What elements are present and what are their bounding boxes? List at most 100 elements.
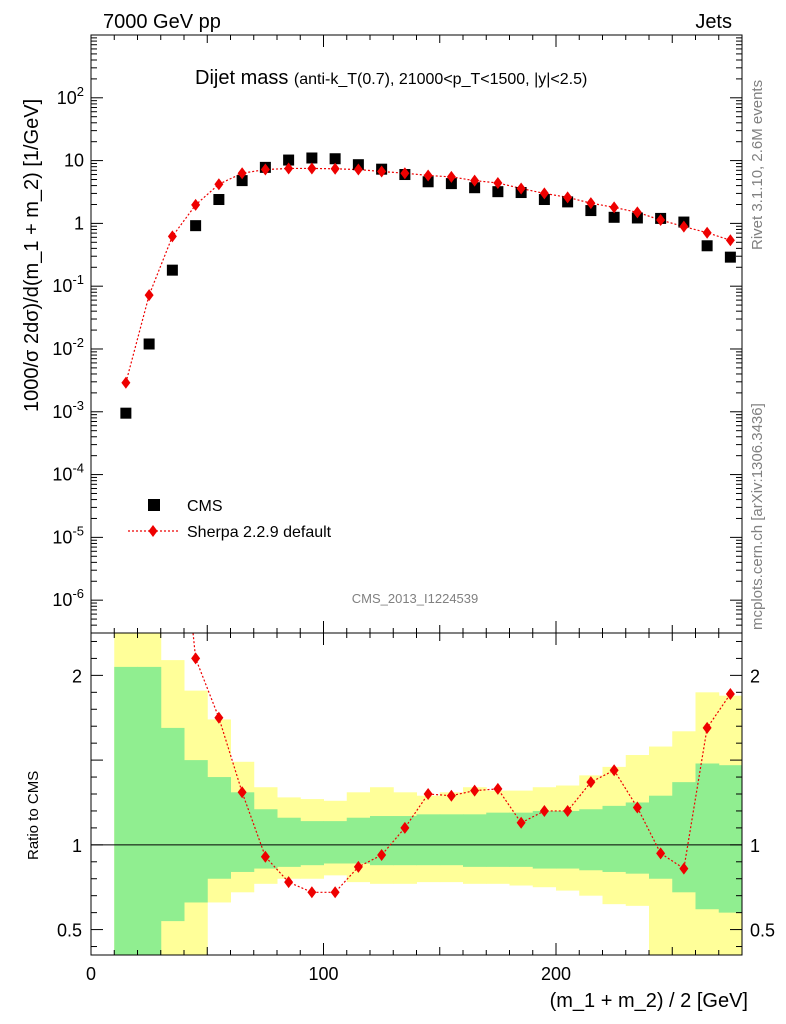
sherpa-ratio-point (446, 789, 456, 802)
inner-band-bin (463, 814, 487, 867)
cms-point (213, 194, 225, 206)
sherpa-point (260, 163, 270, 176)
y-tick-base: 10 (52, 527, 72, 547)
ratio-tick-label-left: 2 (72, 666, 82, 686)
inner-band-bin (207, 777, 231, 879)
watermark: CMS_2013_I1224539 (352, 591, 479, 606)
legend-label-sherpa: Sherpa 2.2.9 default (187, 524, 332, 541)
ratio-tick-label-left: 0.5 (57, 921, 82, 941)
inner-band-bin (346, 817, 371, 864)
cms-point (306, 152, 318, 164)
ratio-tick-label-right: 0.5 (750, 921, 775, 941)
side-text-bottom: mcplots.cern.ch [arXiv:1306.3436] (749, 403, 766, 630)
sherpa-ratio-point (260, 850, 270, 863)
header-right: Jets (695, 11, 732, 33)
sherpa-ratio-point (168, 424, 177, 436)
y-tick-label: 1 (74, 213, 84, 233)
sherpa-ratio-point (586, 776, 596, 789)
sherpa-ratio-point (725, 688, 735, 701)
sherpa-point (330, 162, 340, 175)
cms-point (143, 338, 155, 350)
cms-point (120, 407, 132, 419)
sherpa-ratio-point (702, 721, 712, 734)
inner-band-bin (486, 812, 510, 867)
sherpa-point (609, 201, 619, 214)
y-tick-exponent: -4 (72, 461, 84, 476)
inner-band-bin (393, 816, 417, 866)
sherpa-point (702, 226, 712, 239)
sherpa-point (214, 178, 224, 191)
sherpa-ratio-point (191, 652, 201, 665)
ratio-tick-label-right: 2 (750, 666, 760, 686)
inner-band-bin (137, 666, 162, 955)
inner-band-bin (300, 821, 324, 866)
y-tick-exponent: -5 (72, 523, 84, 538)
inner-band-bin (184, 760, 208, 903)
y-tick-base: 10 (52, 590, 72, 610)
inner-band-bin (532, 810, 557, 869)
cms-point (329, 153, 341, 165)
chart-title: Dijet mass (anti-k_T(0.7), 21000<p_T<150… (195, 67, 587, 89)
chart-title-main: Dijet mass (195, 67, 288, 89)
sherpa-ratio-point (423, 788, 433, 800)
sherpa-point (353, 163, 363, 176)
sherpa-ratio-point (214, 711, 224, 724)
sherpa-point (121, 376, 131, 389)
y-tick-label: 10-5 (52, 523, 84, 547)
sherpa-point (284, 162, 294, 175)
ratio-tick-label-right: 1 (750, 836, 760, 856)
y-tick-exponent: -2 (72, 335, 84, 350)
y-axis-label: 1000/σ 2dσ)/d(m_1 + m_2) [1/GeV] (21, 99, 43, 412)
sherpa-ratio-point (237, 786, 247, 799)
sherpa-point (191, 198, 201, 211)
cms-point (608, 211, 620, 223)
y-tick-base: 10 (52, 276, 72, 296)
sherpa-point (632, 206, 642, 219)
inner-band-bin (439, 814, 464, 866)
sherpa-ratio-point (609, 764, 619, 777)
y-tick-exponent: -6 (72, 586, 84, 601)
inner-band-bin (649, 795, 673, 879)
sherpa-point (493, 176, 503, 189)
inner-band-bin (579, 809, 603, 871)
legend-marker-cms (148, 499, 160, 511)
sherpa-point (446, 170, 456, 183)
sherpa-ratio-point (632, 801, 642, 814)
legend-label-cms: CMS (187, 498, 223, 515)
sherpa-ratio-point (353, 860, 363, 873)
sherpa-point (516, 182, 526, 195)
sherpa-point (563, 191, 573, 204)
cms-point (585, 205, 597, 217)
cms-point (166, 264, 178, 276)
sherpa-ratio-point (493, 782, 503, 795)
cms-point (190, 220, 202, 232)
inner-band-bin (370, 816, 394, 866)
sherpa-ratio-point (470, 784, 480, 797)
x-tick-label: 200 (541, 964, 571, 984)
sherpa-point (167, 230, 177, 243)
sherpa-point (470, 174, 480, 187)
legend: CMS Sherpa 2.2.9 default (128, 498, 332, 541)
inner-band-bin (114, 666, 138, 955)
y-tick-base: 10 (52, 402, 72, 422)
cms-point (538, 194, 550, 206)
chart-subtitle: (anti-k_T(0.7), 21000<p_T<1500, |y|<2.5) (294, 71, 587, 88)
sherpa-ratio-point (516, 816, 526, 829)
inner-band-bin (230, 792, 255, 872)
sherpa-point (725, 234, 735, 247)
x-tick-label: 0 (86, 964, 96, 984)
legend-marker-sherpa (148, 525, 158, 537)
sherpa-ratio-point (330, 886, 340, 899)
y-tick-exponent: -1 (72, 272, 84, 287)
inner-band-bin (625, 802, 650, 874)
cms-point (701, 240, 713, 252)
y-tick-label: 10-4 (52, 461, 84, 485)
cms-point (236, 175, 248, 187)
y-tick-label: 10-2 (52, 335, 84, 359)
sherpa-ratio-point (400, 821, 410, 834)
side-text-top: Rivet 3.1.10, 2.6M events (749, 80, 766, 250)
inner-band-bin (695, 763, 720, 910)
header-left: 7000 GeV pp (103, 11, 221, 33)
